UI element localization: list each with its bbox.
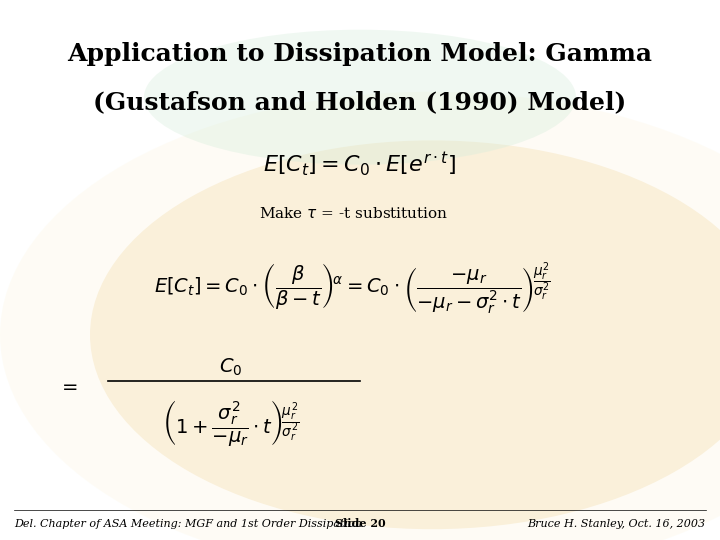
Ellipse shape: [90, 140, 720, 529]
Ellipse shape: [144, 30, 576, 165]
Text: (Gustafson and Holden (1990) Model): (Gustafson and Holden (1990) Model): [94, 91, 626, 114]
Text: Application to Dissipation Model: Gamma: Application to Dissipation Model: Gamma: [68, 42, 652, 66]
Text: Del. Chapter of ASA Meeting: MGF and 1st Order Dissipation: Del. Chapter of ASA Meeting: MGF and 1st…: [14, 519, 362, 529]
Ellipse shape: [0, 92, 720, 540]
Text: Slide 20: Slide 20: [335, 518, 385, 529]
Text: Bruce H. Stanley, Oct. 16, 2003: Bruce H. Stanley, Oct. 16, 2003: [528, 519, 706, 529]
Text: $=$: $=$: [58, 377, 78, 395]
Text: Make $\tau$ = -t substitution: Make $\tau$ = -t substitution: [259, 206, 449, 221]
Text: $C_0$: $C_0$: [219, 356, 242, 378]
Text: $\left(1 + \dfrac{\sigma_r^2}{-\mu_r} \cdot t \right)^{\!\dfrac{\mu_r^2}{\sigma_: $\left(1 + \dfrac{\sigma_r^2}{-\mu_r} \c…: [161, 399, 300, 449]
Text: $E\left[C_t\right]= C_0 \cdot E\left[e^{r \cdot t}\right]$: $E\left[C_t\right]= C_0 \cdot E\left[e^{…: [264, 151, 456, 179]
Text: $E\left[C_t\right]= C_0 \cdot \left(\dfrac{\beta}{\beta - t}\right)^{\!\alpha} =: $E\left[C_t\right]= C_0 \cdot \left(\dfr…: [154, 260, 552, 318]
